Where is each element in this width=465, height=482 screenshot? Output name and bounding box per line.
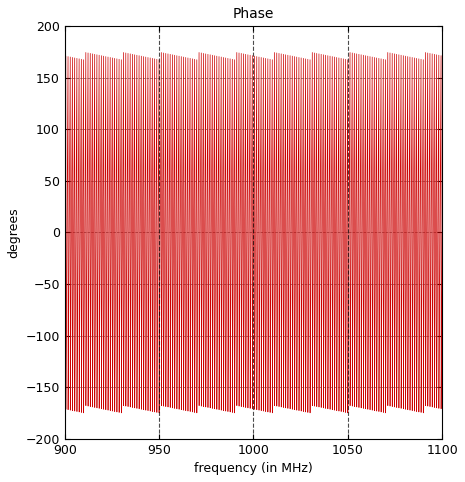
X-axis label: frequency (in MHz): frequency (in MHz) bbox=[194, 462, 313, 475]
Y-axis label: degrees: degrees bbox=[7, 207, 20, 258]
Title: Phase: Phase bbox=[233, 7, 274, 21]
